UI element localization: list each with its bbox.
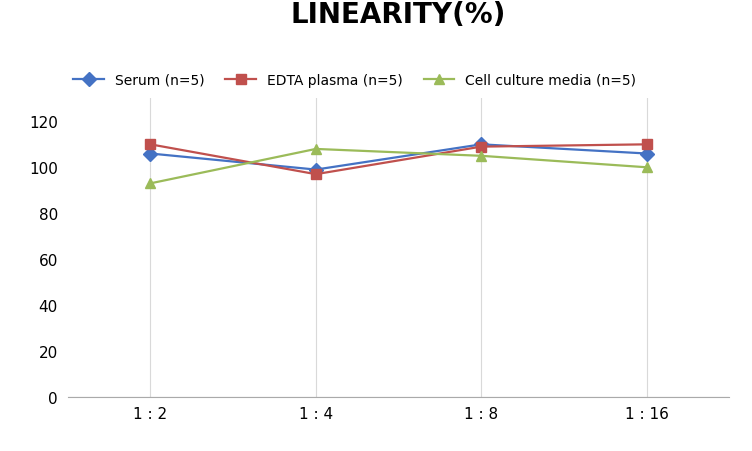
Title: LINEARITY(%): LINEARITY(%) xyxy=(291,1,506,29)
Cell culture media (n=5) xyxy=(146,181,155,187)
Line: Cell culture media (n=5): Cell culture media (n=5) xyxy=(146,145,651,189)
EDTA plasma (n=5) xyxy=(477,145,486,150)
Legend: Serum (n=5), EDTA plasma (n=5), Cell culture media (n=5): Serum (n=5), EDTA plasma (n=5), Cell cul… xyxy=(68,68,642,93)
EDTA plasma (n=5) xyxy=(146,143,155,148)
Serum (n=5) xyxy=(146,152,155,157)
Serum (n=5) xyxy=(477,143,486,148)
Cell culture media (n=5) xyxy=(642,165,651,170)
Cell culture media (n=5) xyxy=(477,154,486,159)
Serum (n=5) xyxy=(642,152,651,157)
EDTA plasma (n=5) xyxy=(311,172,320,178)
Serum (n=5) xyxy=(311,167,320,173)
Cell culture media (n=5) xyxy=(311,147,320,152)
EDTA plasma (n=5) xyxy=(642,143,651,148)
Line: EDTA plasma (n=5): EDTA plasma (n=5) xyxy=(146,140,651,179)
Line: Serum (n=5): Serum (n=5) xyxy=(146,140,651,175)
